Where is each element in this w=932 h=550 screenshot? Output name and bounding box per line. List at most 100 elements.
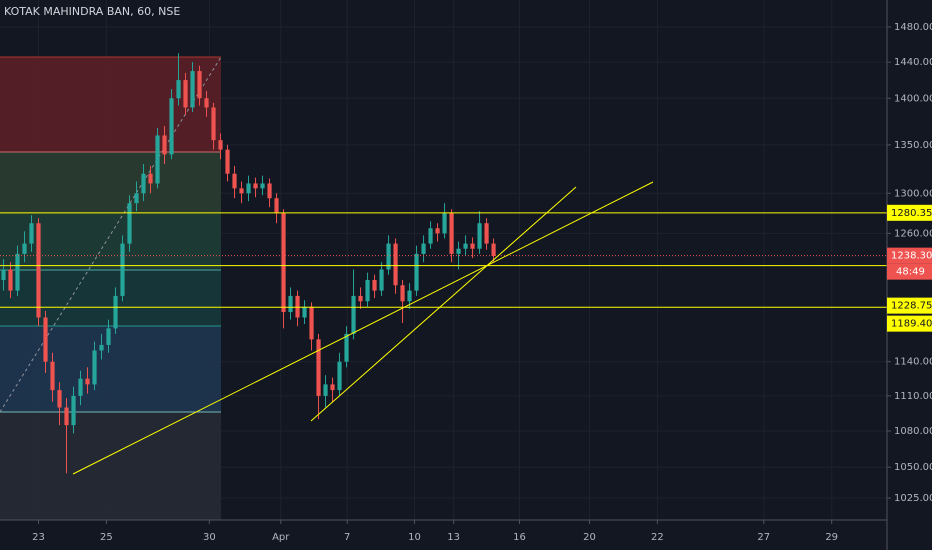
candle-body [358,295,363,302]
candle-body [330,384,335,391]
level-box-bg [887,247,932,264]
x-tick-label: 10 [408,532,421,543]
candle-body [169,98,174,155]
candle-body [36,223,41,318]
level-box: 1189.40 [887,315,932,332]
candle-body [64,407,69,426]
candle-body [449,213,454,254]
candle-body [43,317,48,362]
level-label: 1280.35 [891,208,932,219]
candle-body [155,135,160,184]
candle-body [204,98,209,108]
candle-body [57,390,62,408]
y-tick-label: 1440.00 [894,57,932,68]
candle-body [337,361,342,391]
candle-body [183,80,188,108]
candle-body [134,193,139,204]
x-tick-label: 30 [203,532,216,543]
candle-body [211,107,216,141]
candle-body [491,243,496,256]
candle-body [351,295,356,334]
candle-body [400,285,405,302]
y-tick-label: 1350.00 [894,140,932,151]
level-label: 1228.75 [891,301,932,312]
candle-body [442,213,447,234]
candle-body [78,378,83,396]
levels [0,212,887,308]
candle-body [92,350,97,385]
candle-body [22,243,27,254]
y-tick-label: 1050.00 [894,462,932,473]
candle-body [477,223,482,249]
countdown-box: 48:49 [887,263,932,280]
candle-body [470,243,475,249]
level-box-bg [887,315,932,332]
candle-body [302,306,307,318]
candle-body [1,269,6,280]
fib-zone [0,270,221,326]
candle-body [225,149,230,174]
level-box: 1228.75 [887,297,932,314]
x-tick-label: 29 [825,532,838,543]
candle-body [141,173,146,194]
y-tick-label: 1300.00 [894,188,932,199]
candle-body [113,295,118,329]
y-tick-label: 1400.00 [894,93,932,104]
candle-body [288,295,293,313]
fib-zone [0,412,221,520]
candle-body [428,228,433,244]
level-label: 1189.40 [891,319,932,330]
candle-body [162,135,167,155]
y-tick-label: 1260.00 [894,228,932,239]
x-tick-label: 13 [447,532,460,543]
candle-body [29,223,34,244]
fib-zone [0,57,221,152]
y-tick-label: 1080.00 [894,426,932,437]
candle-body [260,183,265,189]
candle-body [365,279,370,302]
level-box-bg [887,204,932,221]
candle-body [456,248,461,254]
chart-title: KOTAK MAHINDRA BAN, 60, NSE [4,5,180,18]
candle-body [253,183,258,189]
candle-body [281,213,286,313]
candle-body [484,223,489,244]
candle-body [148,173,153,184]
level-box-bg [887,297,932,314]
y-tick-label: 1025.00 [894,493,932,504]
candle-body [127,203,132,244]
candle-body [372,279,377,291]
candle-body [393,243,398,286]
level-box: 1238.30 [887,247,932,264]
candle-body [309,306,314,340]
level-box: 1280.35 [887,204,932,221]
trend-line [72,181,654,475]
x-tick-label: Apr [272,532,290,543]
time-axis [0,520,887,550]
candle-body [435,228,440,234]
candle-body [267,183,272,199]
trend-line [310,186,577,422]
candle-body [239,188,244,194]
x-tick-label: 22 [651,532,664,543]
x-tick-label: 27 [757,532,770,543]
candle-body [218,140,223,150]
candle-body [386,243,391,270]
candle-body [106,328,111,345]
candle-body [463,243,468,249]
x-tick-label: 23 [32,532,45,543]
fib-zones [0,56,222,520]
candle-body [414,253,419,291]
candle-body [379,269,384,291]
candle-body [197,71,202,99]
candle-body [8,269,13,291]
candle-body [246,183,251,194]
candle-body [50,361,55,391]
x-tick-label: 25 [100,532,113,543]
candle-body [176,80,181,99]
candle-body [99,344,104,351]
fib-zone [0,152,221,213]
candle-body [71,395,76,426]
candle-body [407,290,412,302]
